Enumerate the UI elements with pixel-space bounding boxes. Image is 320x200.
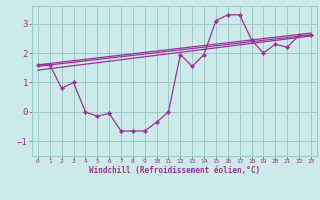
- X-axis label: Windchill (Refroidissement éolien,°C): Windchill (Refroidissement éolien,°C): [89, 166, 260, 175]
